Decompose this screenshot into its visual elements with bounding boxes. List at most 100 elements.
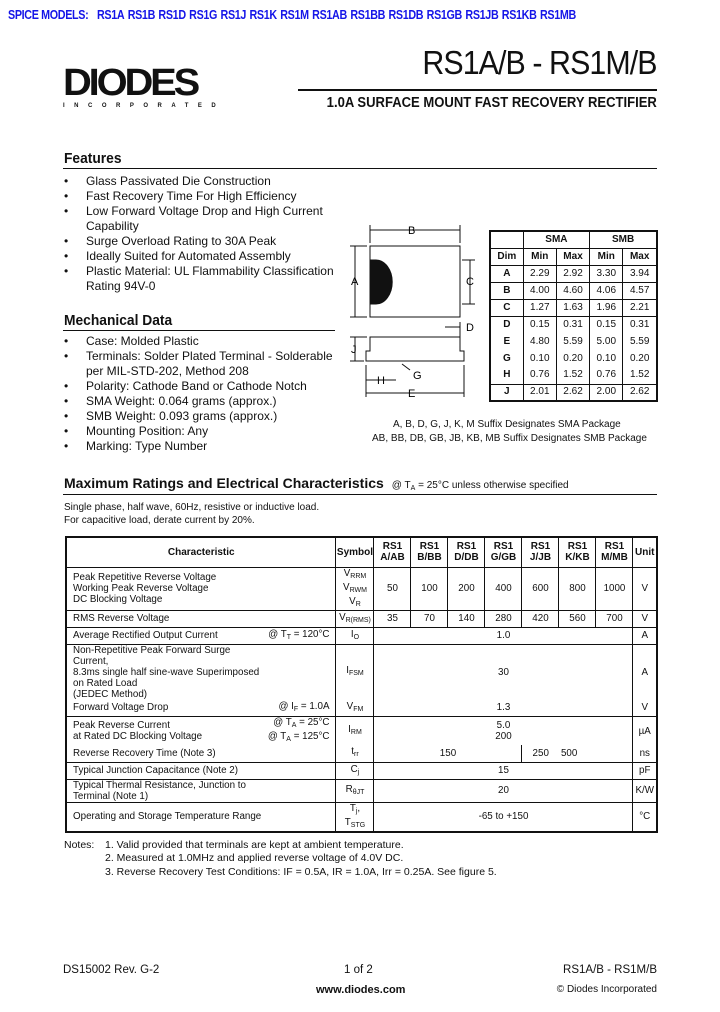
dim-value: 0.76 — [522, 367, 557, 385]
symbol-cell: IFSM — [335, 644, 374, 700]
table-row: Typical Junction Capacitance (Note 2) Cj 1… — [65, 762, 657, 780]
spice-model-link[interactable]: RS1MB — [539, 8, 576, 22]
table-row: Typical Thermal Resistance, Junction to … — [65, 779, 657, 803]
value-cell: 50 — [373, 567, 411, 611]
symbol-base: C — [350, 763, 358, 775]
value-cell: 70 — [410, 610, 448, 628]
dim-value: 3.94 — [622, 265, 657, 283]
dim-value: 0.76 — [589, 367, 623, 385]
dim-value: 1.52 — [555, 367, 590, 385]
dim-value: 1.52 — [622, 367, 657, 385]
condition-cell — [265, 745, 336, 763]
symbol: VRWM — [343, 582, 367, 594]
table-row: Non-Repetitive Peak Forward Surge Curren… — [65, 644, 657, 700]
logo-text: DIODES — [63, 62, 200, 104]
symbol-subscript: RM — [350, 729, 362, 736]
value-cell: 420 — [521, 610, 559, 628]
spice-model-link[interactable]: RS1B — [127, 8, 156, 22]
symbol-subscript: R(RMS) — [345, 616, 371, 624]
footer-url[interactable]: www.diodes.com — [316, 984, 406, 996]
spice-model-link[interactable]: RS1KB — [501, 8, 537, 22]
condition-subscript: A — [291, 722, 297, 729]
condition-cell — [265, 802, 336, 832]
table-row: Operating and Storage Temperature Range T… — [65, 802, 657, 832]
value-cell: 1000 — [595, 567, 633, 611]
part-prefix: RS1 — [567, 541, 588, 553]
symbol-base: V — [346, 700, 354, 712]
spice-model-link[interactable]: RS1BB — [350, 8, 386, 22]
dim-value: 0.15 — [589, 316, 623, 333]
symbol-subscript: j — [357, 768, 360, 776]
dim-row: A 2.29 2.92 3.30 3.94 — [489, 265, 657, 283]
electrical-section: Characteristic Symbol RS1 A/AB RS1 B/BB RS1 D/D… — [64, 536, 658, 879]
dim-value: 4.57 — [622, 282, 657, 300]
part-prefix: RS1 — [419, 541, 440, 553]
spice-model-link[interactable]: RS1D — [158, 8, 186, 22]
spice-models-bar: SPICE MODELS: RS1A RS1B RS1D RS1G RS1J RS1K RS1… — [8, 8, 583, 22]
symbol: trr — [351, 746, 358, 758]
symbol-line: RθJT — [338, 784, 371, 798]
spice-model-link[interactable]: RS1A — [96, 8, 125, 22]
footer-copyright: © Diodes Incorporated — [556, 984, 657, 995]
symbol-line: VFM — [338, 701, 371, 715]
symbol: Tj, TSTG — [345, 802, 365, 829]
spice-model-link[interactable]: RS1J — [220, 8, 247, 22]
dim-label: G — [489, 350, 524, 367]
label-J: J — [351, 344, 357, 356]
spice-model-link[interactable]: RS1M — [280, 8, 309, 22]
symbol-line: IFSM — [338, 665, 371, 679]
symbol: Cj — [350, 763, 360, 776]
characteristic-cell: Forward Voltage Drop — [65, 699, 266, 717]
unit-cell: pF — [632, 762, 657, 780]
characteristic-cell: Peak Repetitive Reverse Voltage Working P… — [65, 567, 266, 611]
characteristic-line: Typical Thermal Resistance, Junction to … — [73, 779, 246, 802]
dim-label: C — [489, 299, 524, 317]
value: 5.0 — [496, 720, 511, 731]
dim-group-row: SMA SMB — [489, 231, 657, 249]
symbol-base: T — [349, 802, 356, 814]
spice-model-link[interactable]: RS1K — [249, 8, 277, 22]
ratings-condition-rest: = 25°C unless otherwise specified — [415, 480, 569, 491]
condition-cell: @ IF = 1.0A — [265, 699, 336, 717]
dim-value: 2.92 — [555, 265, 590, 283]
spice-model-link[interactable]: RS1JB — [465, 8, 499, 22]
condition: @ IF = 1.0A — [268, 701, 329, 715]
ratings-condition: @ TA = 25°C unless otherwise specified — [392, 480, 569, 492]
unit-cell: V — [632, 567, 657, 611]
condition-cell — [266, 644, 336, 700]
value-span-cell: 1.0 — [373, 627, 633, 645]
condition-text: @ T — [273, 717, 292, 728]
symbol-subscript: RRM — [350, 572, 367, 580]
table-row: Reverse Recovery Time (Note 3) trr 150 250 5… — [65, 745, 657, 763]
features-list: Glass Passivated Die ConstructionFast Re… — [64, 174, 336, 294]
value-span-cell: 150 — [373, 745, 522, 763]
label-B: B — [408, 225, 415, 237]
spice-model-link[interactable]: RS1AB — [312, 8, 347, 22]
dim-column-header: Max — [555, 248, 590, 266]
dim-label: B — [489, 282, 524, 300]
table-row: Peak Repetitive Reverse Voltage Working P… — [65, 567, 657, 611]
condition-cell — [265, 567, 336, 611]
electrical-characteristics-table: Characteristic Symbol RS1 A/AB RS1 B/BB RS1 D/D… — [65, 536, 658, 833]
characteristic-cell: Operating and Storage Temperature Range — [65, 802, 266, 832]
dim-row: B 4.00 4.60 4.06 4.57 — [489, 282, 657, 300]
condition: @ TA = 25°C — [268, 717, 329, 731]
characteristic-cell: Typical Thermal Resistance, Junction to … — [65, 779, 266, 803]
condition: @ TT = 120°C — [268, 628, 329, 643]
dim-row: E 4.80 5.59 5.00 5.59 — [489, 333, 657, 350]
characteristic-line: 8.3ms single half sine-wave Superimposed… — [73, 666, 260, 689]
symbol-subscript: θJT — [352, 788, 365, 796]
suffix-note-smb: AB, BB, DB, GB, JB, KB, MB Suffix Design… — [372, 433, 647, 444]
condition-subscript: F — [293, 705, 299, 713]
condition-text: @ T — [268, 628, 287, 640]
dim-group-header: SMA — [522, 231, 590, 249]
symbol-line: trr — [338, 746, 371, 760]
dim-value: 1.96 — [589, 299, 623, 317]
spice-model-link[interactable]: RS1DB — [388, 8, 424, 22]
spice-model-link[interactable]: RS1G — [189, 8, 218, 22]
column-header-part: RS1 M/MB — [595, 537, 633, 568]
symbol-subscript: O — [353, 633, 360, 641]
dim-value: 5.59 — [622, 333, 657, 350]
spice-model-link[interactable]: RS1GB — [426, 8, 463, 22]
part-suffix: D/DB — [454, 552, 479, 564]
